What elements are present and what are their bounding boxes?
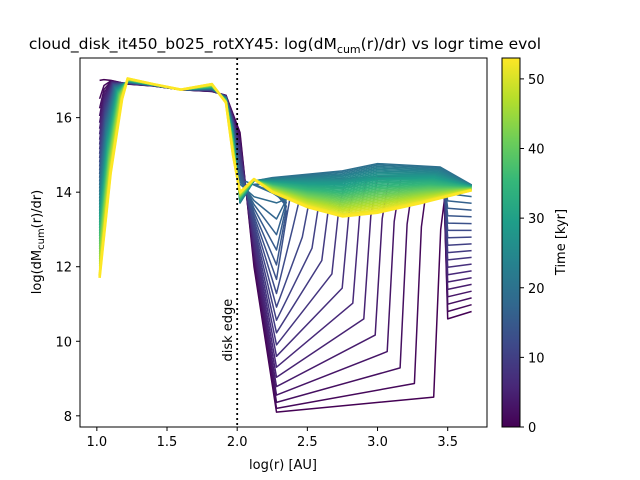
colorbar-tick-label: 20 (528, 282, 545, 297)
chart-title: cloud_disk_it450_b025_rotXY45: log(dMcum… (29, 35, 541, 56)
colorbar-tick-label: 0 (528, 421, 536, 436)
x-tick-label: 2.5 (297, 435, 318, 450)
x-tick-label: 2.0 (227, 435, 248, 450)
y-axis: 8 10 12 14 16 (55, 112, 80, 425)
y-tick-label: 8 (64, 410, 72, 425)
y-axis-label: log(dMcum(r)/dr) (30, 190, 47, 294)
colorbar-label: Time [kyr] (554, 209, 569, 276)
plot-frame (79, 57, 488, 428)
colorbar-axis: 0 10 20 30 40 50 (520, 73, 545, 436)
colorbar-tick-label: 40 (528, 143, 545, 158)
x-axis: 1.0 1.5 2.0 2.5 3.0 3.5 (86, 427, 458, 450)
y-tick-label: 12 (55, 261, 72, 276)
y-tick-label: 14 (55, 186, 72, 201)
y-tick-label: 16 (55, 112, 72, 127)
y-tick-label: 10 (55, 335, 72, 350)
x-tick-label: 1.0 (86, 435, 107, 450)
colorbar-tick-label: 30 (528, 212, 545, 227)
disk-edge-label: disk edge (221, 299, 236, 362)
x-tick-label: 3.0 (367, 435, 388, 450)
series-line (98, 77, 472, 279)
colorbar (501, 57, 521, 428)
x-tick-label: 3.5 (437, 435, 458, 450)
x-tick-label: 1.5 (157, 435, 178, 450)
series-lines (98, 77, 472, 413)
colorbar-tick-label: 10 (528, 351, 545, 366)
colorbar-tick-label: 50 (528, 73, 545, 88)
x-axis-label: log(r) [AU] (249, 458, 317, 473)
